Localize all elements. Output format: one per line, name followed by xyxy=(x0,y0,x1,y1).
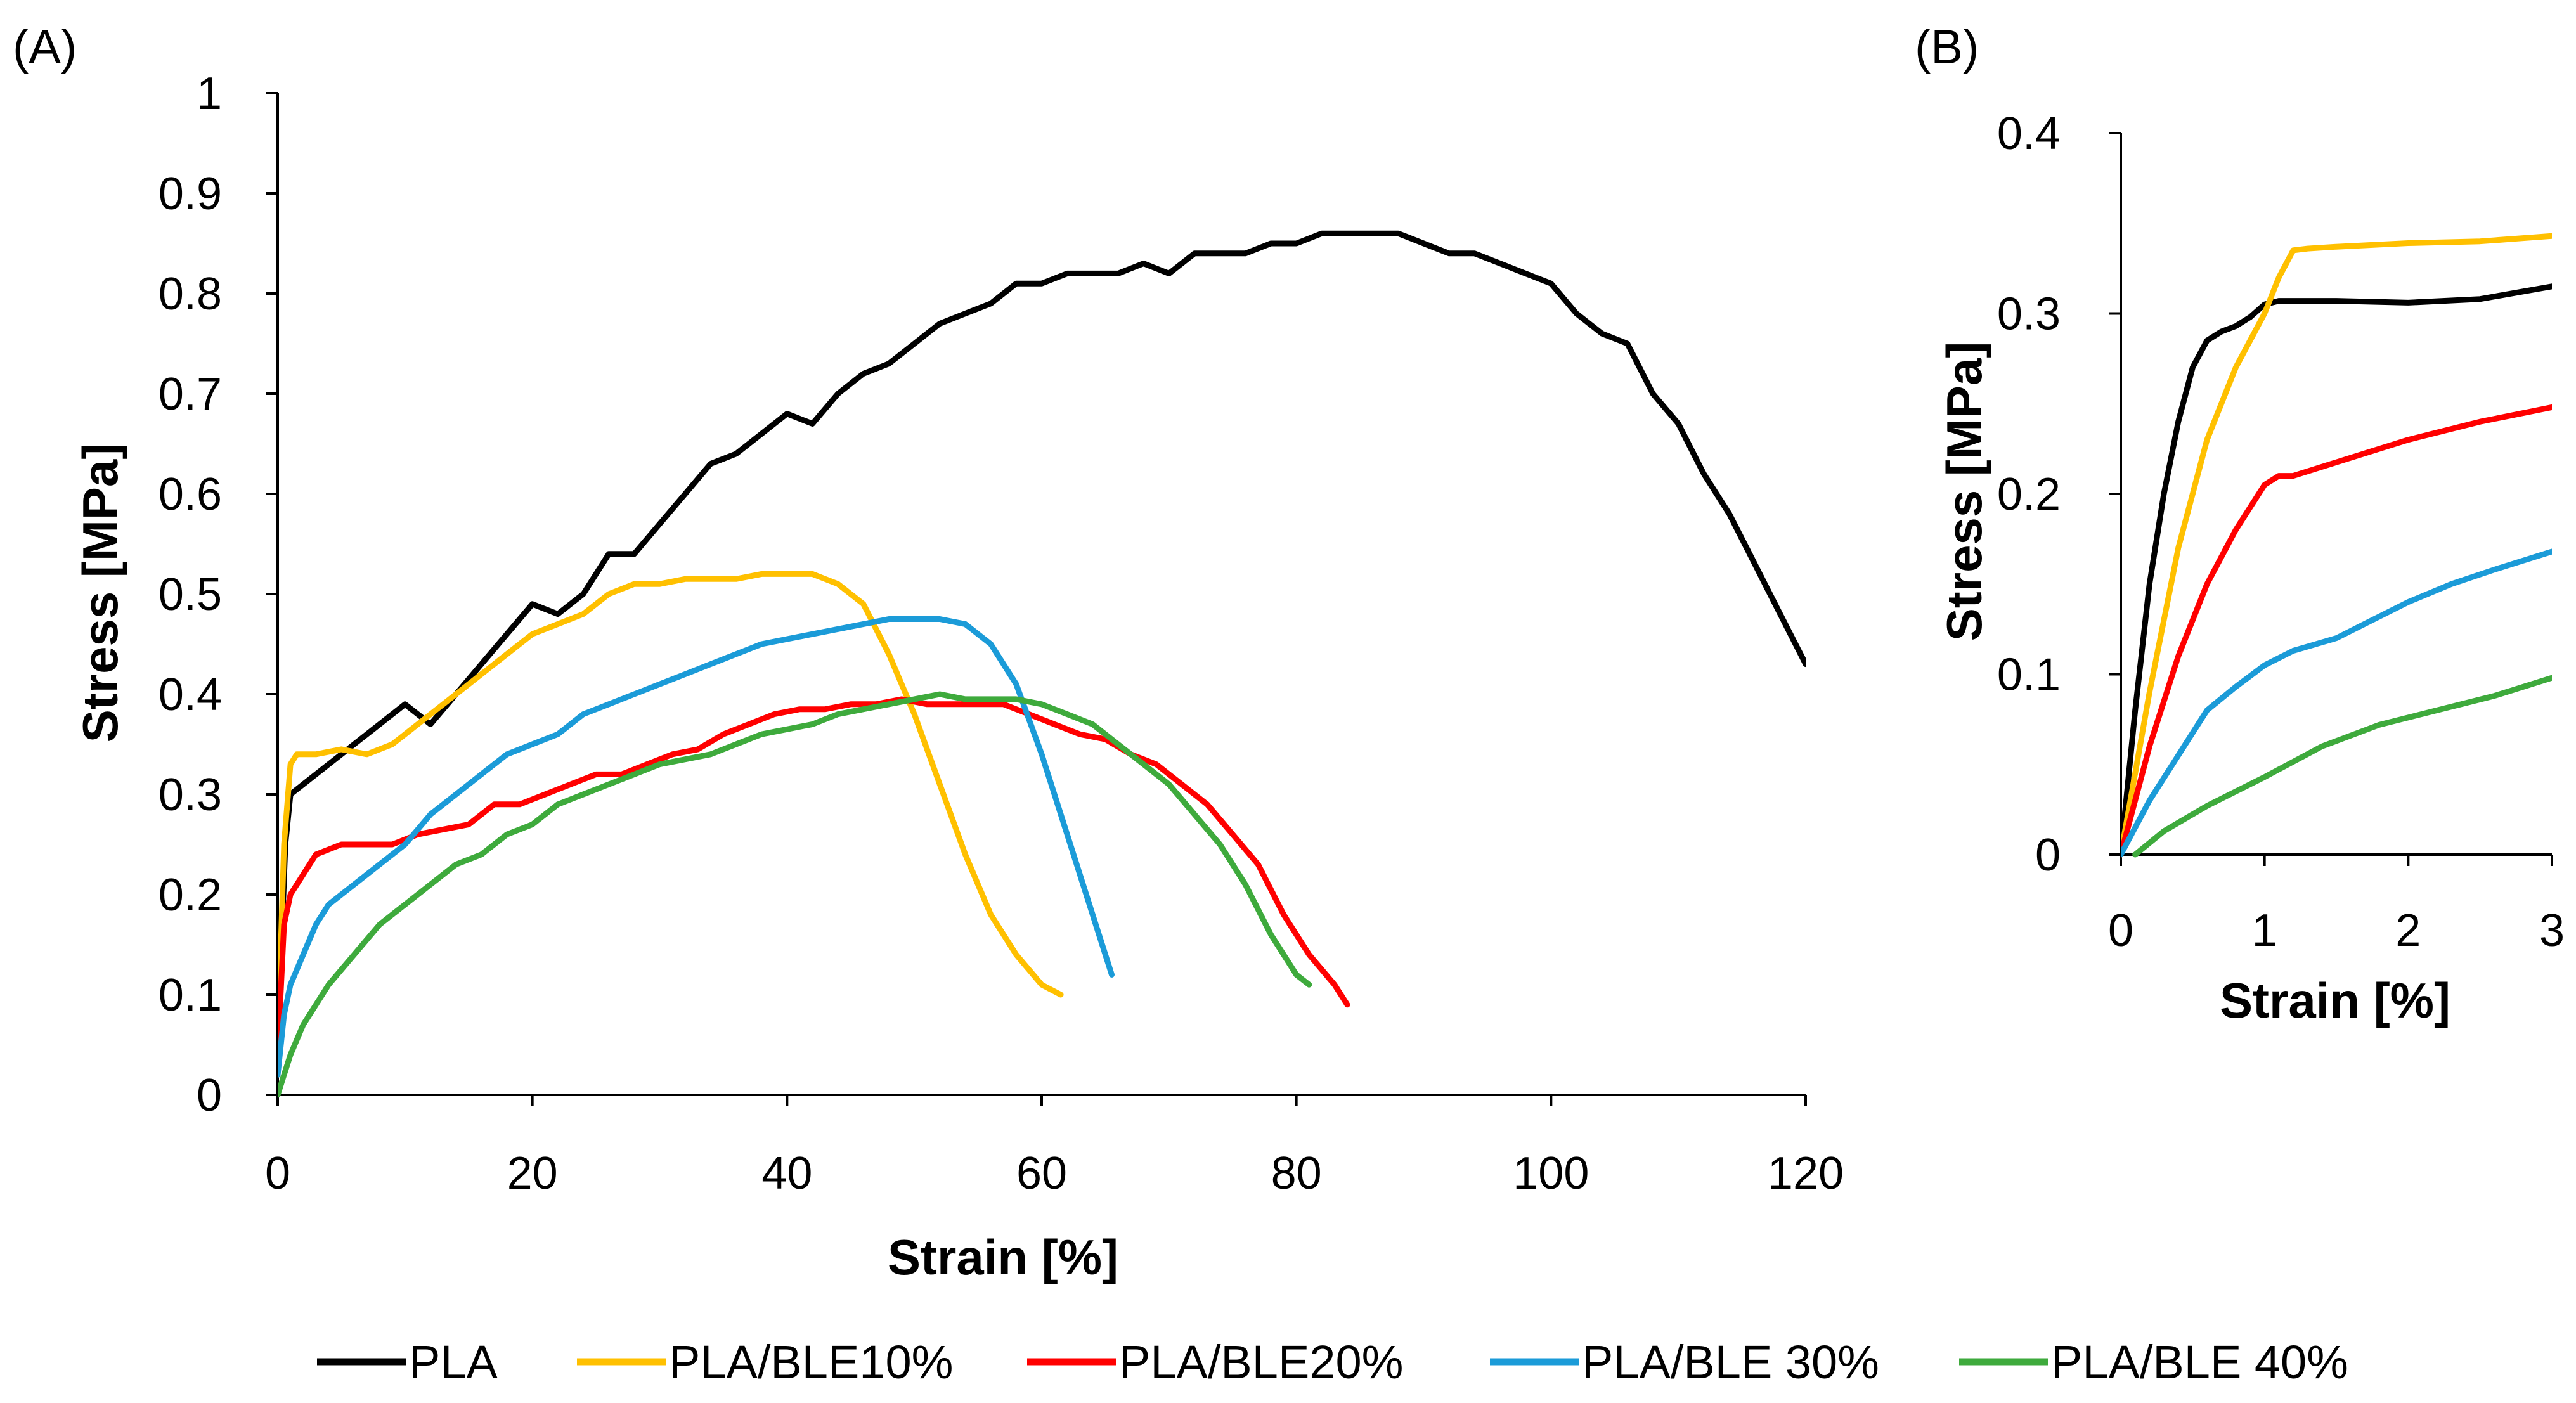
legend-item-pla-ble10: PLA/BLE10% xyxy=(577,1336,953,1388)
panel-a-axes xyxy=(266,92,1807,1106)
legend-label: PLA/BLE 30% xyxy=(1582,1336,1879,1388)
panel-b-x-tick-label: 1 xyxy=(2252,905,2277,956)
panel-a-series-pla-ble10 xyxy=(278,571,1064,1048)
panel-a-y-tick-label: 0.7 xyxy=(159,369,222,420)
panel-a-x-tick-label: 120 xyxy=(1768,1148,1844,1199)
legend-item-pla-ble20: PLA/BLE20% xyxy=(1027,1336,1403,1388)
panel-b-series-pla-ble10 xyxy=(2121,233,2552,858)
panel-b-x-tick-label: 0 xyxy=(2108,905,2133,956)
panel-a-y-tick-label: 0.9 xyxy=(159,169,222,219)
panel-a-y-axis-title: Stress [MPa] xyxy=(72,443,128,743)
panel-a-series xyxy=(278,230,1806,1098)
legend: PLA PLA/BLE10% PLA/BLE20% PLA/BLE 30% PLA/BL… xyxy=(317,1336,2348,1388)
panel-b-y-ticks: 0 0.1 0.2 0.3 0.4 xyxy=(1997,108,2061,881)
panel-a-y-tick-label: 1 xyxy=(197,68,222,119)
panel-b-series-pla-ble-40 xyxy=(2132,675,2552,858)
legend-item-pla: PLA xyxy=(317,1336,498,1388)
panel-a-label: (A) xyxy=(13,20,77,74)
panel-a-x-ticks: 0 20 40 60 80 100 120 xyxy=(265,1148,1844,1199)
panel-a-y-ticks: 0 0.1 0.2 0.3 0.4 0.5 0.6 0.7 0.8 0.9 1 xyxy=(159,68,222,1121)
panel-b-axes xyxy=(2109,132,2553,866)
panel-a-y-tick-label: 0.5 xyxy=(159,569,222,620)
legend-item-pla-ble-40: PLA/BLE 40% xyxy=(1959,1336,2348,1388)
panel-b-x-tick-label: 3 xyxy=(2539,905,2565,956)
panel-b-series-pla xyxy=(2121,283,2552,858)
panel-a-x-tick-label: 100 xyxy=(1513,1148,1589,1199)
panel-b-x-ticks: 0 1 2 3 xyxy=(2108,905,2565,956)
panel-a-y-tick-label: 0.2 xyxy=(159,870,222,921)
panel-b-y-tick-label: 0 xyxy=(2035,830,2061,881)
panel-b-series-pla-ble20 xyxy=(2121,404,2552,858)
panel-a-y-tick-label: 0 xyxy=(197,1070,222,1121)
legend-label: PLA/BLE20% xyxy=(1119,1336,1403,1388)
panel-b-y-tick-label: 0.4 xyxy=(1997,108,2061,159)
panel-a-series-pla-ble-40 xyxy=(278,691,1312,1098)
panel-b-y-tick-label: 0.1 xyxy=(1997,650,2061,701)
panel-a-chart: (A) 0 0.1 0.2 0.3 0.4 0.5 0.6 0.7 0.8 0.9 1 0 20 40 6… xyxy=(13,20,1844,1285)
panel-a-series-pla-ble20 xyxy=(278,696,1350,1058)
panel-a-x-tick-label: 40 xyxy=(761,1148,812,1199)
panel-a-y-tick-label: 0.3 xyxy=(159,770,222,820)
panel-a-x-tick-label: 60 xyxy=(1016,1148,1067,1199)
panel-a-series-pla-ble-30 xyxy=(278,616,1115,1078)
legend-label: PLA/BLE 40% xyxy=(2051,1336,2348,1388)
panel-a-x-tick-label: 0 xyxy=(265,1148,290,1199)
legend-item-pla-ble-30: PLA/BLE 30% xyxy=(1490,1336,1879,1388)
panel-a-x-tick-label: 80 xyxy=(1271,1148,1322,1199)
legend-label: PLA xyxy=(409,1336,498,1388)
panel-b-chart: (B) 0 0.1 0.2 0.3 0.4 0 1 2 3 Strain [%] Stress… xyxy=(1915,20,2565,1028)
panel-b-x-axis-title: Strain [%] xyxy=(2220,973,2450,1028)
panel-a-y-tick-label: 0.6 xyxy=(159,469,222,520)
legend-label: PLA/BLE10% xyxy=(669,1336,953,1388)
panel-b-series-pla-ble-30 xyxy=(2121,548,2552,858)
panel-a-x-tick-label: 20 xyxy=(507,1148,558,1199)
panel-a-y-tick-label: 0.4 xyxy=(159,669,222,720)
panel-a-x-axis-title: Strain [%] xyxy=(888,1229,1118,1285)
panel-b-label: (B) xyxy=(1915,20,1979,74)
panel-a-y-tick-label: 0.1 xyxy=(159,970,222,1021)
panel-b-y-axis-title: Stress [MPa] xyxy=(1936,342,1992,642)
panel-b-series xyxy=(2121,233,2552,858)
panel-b-y-tick-label: 0.3 xyxy=(1997,289,2061,340)
panel-b-y-tick-label: 0.2 xyxy=(1997,469,2061,520)
panel-b-x-tick-label: 2 xyxy=(2395,905,2421,956)
panel-a-y-tick-label: 0.8 xyxy=(159,269,222,320)
